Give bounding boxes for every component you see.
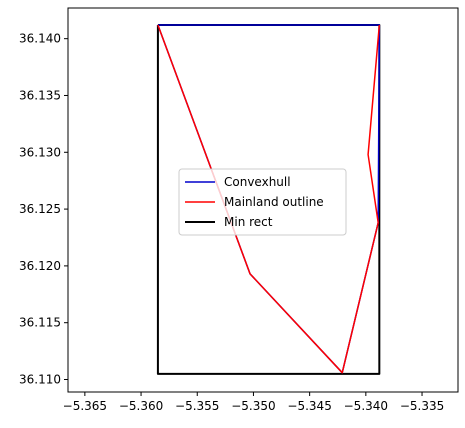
x-tick-label: −5.360 — [119, 399, 163, 413]
x-axis: −5.365 −5.360 −5.355 −5.350 −5.345 −5.340 −5.3… — [63, 392, 444, 413]
y-tick-label: 36.130 — [19, 145, 61, 159]
x-tick-label: −5.340 — [344, 399, 388, 413]
y-tick-label: 36.120 — [19, 259, 61, 273]
x-tick-label: −5.335 — [400, 399, 444, 413]
y-tick-label: 36.110 — [19, 373, 61, 387]
y-tick-label: 36.140 — [19, 32, 61, 46]
legend-box — [178, 168, 347, 236]
y-tick-label: 36.115 — [19, 316, 61, 330]
axes-frame — [67, 7, 459, 393]
legend: Convexhull Mainland outline Min rect — [178, 168, 347, 236]
y-tick-label: 36.135 — [19, 88, 61, 102]
legend-label-2: Mainland outline — [224, 195, 324, 209]
x-tick-label: −5.350 — [231, 399, 275, 413]
legend-label-1: Convexhull — [224, 175, 291, 189]
x-tick-label: −5.355 — [175, 399, 219, 413]
x-tick-label: −5.345 — [287, 399, 331, 413]
y-tick-label: 36.125 — [19, 202, 61, 216]
y-axis: 36.110 36.115 36.120 36.125 36.130 36.135 36.1… — [19, 32, 68, 387]
x-tick-label: −5.365 — [63, 399, 107, 413]
legend-label-3: Min rect — [224, 215, 273, 229]
